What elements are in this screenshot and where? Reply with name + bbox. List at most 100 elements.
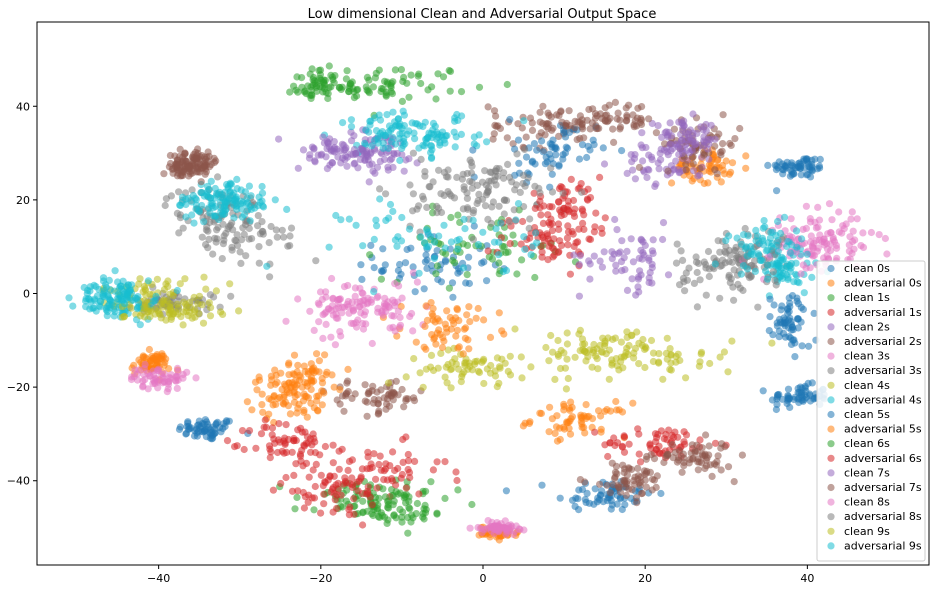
data-point xyxy=(652,129,661,137)
data-point xyxy=(673,240,681,248)
data-point xyxy=(531,160,539,168)
data-point xyxy=(263,262,271,270)
data-point xyxy=(564,222,572,230)
data-point xyxy=(583,489,591,497)
data-point xyxy=(533,239,541,247)
legend-marker xyxy=(827,294,835,302)
data-point xyxy=(255,243,263,251)
data-point xyxy=(290,437,298,445)
data-point xyxy=(290,471,298,479)
data-point xyxy=(310,404,318,412)
data-point xyxy=(386,200,395,209)
data-point xyxy=(489,198,497,206)
data-point xyxy=(366,121,374,129)
data-point xyxy=(798,240,806,248)
legend-label: adversarial 1s xyxy=(844,306,922,319)
data-point xyxy=(458,373,466,381)
data-point xyxy=(113,295,121,303)
series-clean-6s xyxy=(286,62,476,528)
x-axis: −40 −20 0 20 40 xyxy=(147,565,814,585)
data-point xyxy=(310,494,319,502)
data-point xyxy=(465,303,473,311)
data-point xyxy=(245,182,253,190)
data-point xyxy=(603,481,611,489)
data-point xyxy=(397,474,405,482)
data-point xyxy=(475,83,484,91)
data-point xyxy=(765,327,773,335)
data-point xyxy=(421,322,429,330)
data-point xyxy=(300,406,308,414)
data-point xyxy=(384,144,392,152)
data-point xyxy=(153,275,161,283)
data-point xyxy=(238,213,246,221)
data-point xyxy=(357,145,365,153)
data-point xyxy=(360,311,368,319)
data-point xyxy=(414,72,422,80)
data-point xyxy=(718,147,726,155)
data-point xyxy=(243,194,251,202)
data-point xyxy=(848,208,856,216)
x-tick-label: −20 xyxy=(309,572,332,585)
data-point xyxy=(200,273,208,281)
data-point xyxy=(575,330,583,338)
data-point xyxy=(705,272,713,281)
data-point xyxy=(448,358,456,366)
data-point xyxy=(144,277,152,285)
data-point xyxy=(799,305,808,313)
data-point xyxy=(768,339,776,347)
data-point xyxy=(632,291,640,299)
data-point xyxy=(564,418,573,426)
data-point xyxy=(301,367,309,376)
data-point xyxy=(790,278,798,286)
data-point xyxy=(612,397,620,406)
data-point xyxy=(380,300,389,308)
data-point xyxy=(666,140,674,148)
data-point xyxy=(424,86,432,94)
data-point xyxy=(439,73,448,81)
data-point xyxy=(600,160,609,168)
data-point xyxy=(397,237,406,245)
data-point xyxy=(738,240,746,248)
data-point xyxy=(571,205,579,213)
data-point xyxy=(648,247,657,255)
legend-label: clean 6s xyxy=(844,437,890,450)
data-point xyxy=(585,257,593,265)
data-point xyxy=(204,244,212,252)
data-point xyxy=(472,314,480,322)
data-point xyxy=(267,396,275,404)
data-point xyxy=(521,182,529,190)
data-point xyxy=(111,267,119,275)
data-point xyxy=(222,229,230,237)
data-point xyxy=(583,153,591,162)
data-point xyxy=(447,213,455,222)
data-point xyxy=(695,458,703,466)
data-point xyxy=(804,379,812,387)
data-point xyxy=(124,291,132,299)
data-point xyxy=(347,123,356,131)
data-point xyxy=(522,133,530,141)
data-point xyxy=(741,224,749,233)
data-point xyxy=(373,484,381,492)
data-point xyxy=(571,124,579,132)
data-point xyxy=(328,485,337,493)
data-point xyxy=(678,468,686,476)
data-point xyxy=(430,254,438,262)
data-point xyxy=(584,142,592,150)
data-point xyxy=(265,442,274,450)
data-point xyxy=(167,192,175,200)
data-point xyxy=(303,413,311,421)
data-point xyxy=(618,443,627,451)
data-point xyxy=(427,363,435,371)
data-point xyxy=(739,286,747,295)
data-point xyxy=(154,377,162,385)
data-point xyxy=(845,247,854,255)
data-point xyxy=(699,126,707,134)
data-point xyxy=(331,72,339,80)
data-point xyxy=(198,201,206,210)
data-point xyxy=(592,121,600,130)
data-point xyxy=(441,244,449,252)
data-point xyxy=(737,250,745,258)
data-point xyxy=(370,264,378,272)
data-point xyxy=(581,495,589,504)
data-point xyxy=(674,433,682,441)
